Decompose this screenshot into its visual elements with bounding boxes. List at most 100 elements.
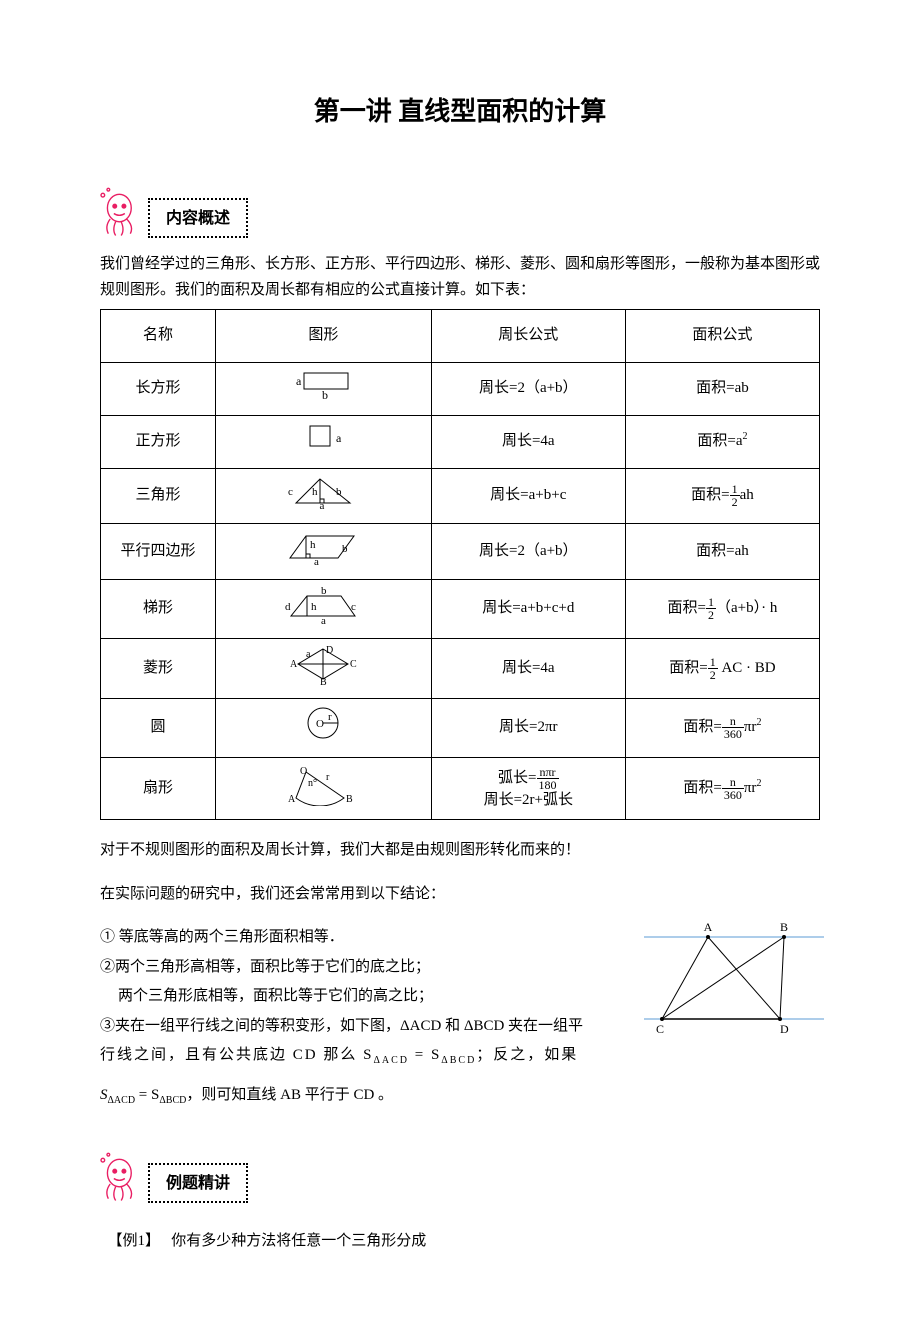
th-figure: 图形: [216, 310, 432, 363]
shape-name: 圆: [101, 699, 216, 758]
th-area: 面积公式: [625, 310, 819, 363]
text: 面积=: [668, 600, 706, 616]
num: n: [722, 776, 744, 789]
svg-text:O: O: [316, 718, 324, 730]
perimeter-formula: 周长=2πr: [431, 699, 625, 758]
shape-name: 长方形: [101, 363, 216, 416]
svg-text:A: A: [704, 920, 713, 934]
th-name: 名称: [101, 310, 216, 363]
rectangle-icon: a b: [278, 367, 368, 401]
parallelogram-icon: h b a: [276, 528, 370, 566]
svg-text:A: A: [288, 794, 296, 805]
conclusion-list: A B C D ① 等底等高的两个三角形面积相等． ②两个三角形高相等，面积比等…: [100, 925, 820, 1109]
text: S: [100, 1087, 108, 1103]
sup: 2: [742, 431, 747, 442]
table-row: 三角形 c h b a 周长=a+b+c 面积=12ah: [101, 469, 820, 524]
th-perimeter: 周长公式: [431, 310, 625, 363]
text: 周长=2r+弧长: [438, 791, 619, 811]
shape-figure: a D A C B: [216, 638, 432, 699]
svg-text:b: b: [336, 486, 342, 498]
area-formula: 面积=12（a+b）· h: [625, 580, 819, 639]
text: ；反之，如果: [476, 1047, 578, 1063]
sub: ΔACD: [373, 1055, 409, 1066]
shape-figure: c h b a: [216, 469, 432, 524]
list-item-3c: SΔACD = SΔBCD，则可知直线 AB 平行于 CD 。: [100, 1083, 820, 1109]
parallel-lines-diagram: A B C D: [644, 919, 824, 1039]
shape-name: 菱形: [101, 638, 216, 699]
example-1: 【例1】 你有多少种方法将任意一个三角形分成: [100, 1229, 820, 1255]
shape-figure: O n° r A B: [216, 757, 432, 820]
text: 面积=: [691, 487, 729, 503]
table-row: 平行四边形 h b a 周长=2（a+b） 面积=ah: [101, 523, 820, 580]
trapezoid-icon: b d h c a: [273, 584, 373, 624]
svg-text:C: C: [350, 659, 357, 670]
svg-text:b: b: [342, 543, 348, 555]
perimeter-formula: 周长=2（a+b）: [431, 363, 625, 416]
area-formula: 面积=ah: [625, 523, 819, 580]
svg-text:D: D: [326, 645, 333, 656]
perimeter-formula: 弧长=nπr180 周长=2r+弧长: [431, 757, 625, 820]
intro-text: 我们曾经学过的三角形、长方形、正方形、平行四边形、梯形、菱形、圆和扇形等图形，一…: [100, 252, 820, 303]
list-item-3b: 行线之间，且有公共底边 CD 那么 SΔACD = SΔBCD；反之，如果: [100, 1043, 820, 1069]
svg-text:B: B: [320, 677, 327, 685]
section-label-examples: 例题精讲: [148, 1163, 248, 1203]
circle-icon: O r: [288, 703, 358, 743]
svg-text:a: a: [296, 374, 302, 388]
text: = S: [409, 1047, 441, 1063]
table-row: 圆 O r 周长=2πr 面积=n360πr2: [101, 699, 820, 758]
sup: 2: [756, 717, 761, 728]
area-formula: 面积=ab: [625, 363, 819, 416]
area-formula: 面积=a2: [625, 416, 819, 469]
table-row: 长方形 a b 周长=2（a+b） 面积=ab: [101, 363, 820, 416]
shape-figure: O r: [216, 699, 432, 758]
text: 面积=: [683, 719, 721, 735]
section-header-overview: 内容概述: [100, 194, 820, 246]
page-title: 第一讲 直线型面积的计算: [100, 90, 820, 134]
svg-text:r: r: [326, 772, 330, 783]
svg-text:b: b: [321, 585, 327, 597]
text: 面积=: [683, 780, 721, 796]
table-row: 扇形 O n° r A B 弧长=nπr180 周长=2r+弧长 面积=n360…: [101, 757, 820, 820]
example-text: 你有多少种方法将任意一个三角形分成: [171, 1233, 426, 1249]
shape-figure: b d h c a: [216, 580, 432, 639]
sub: ΔBCD: [441, 1055, 476, 1066]
svg-text:C: C: [656, 1022, 664, 1036]
shape-name: 梯形: [101, 580, 216, 639]
table-row: 梯形 b d h c a 周长=a+b+c+d 面积=12（a+b）· h: [101, 580, 820, 639]
svg-text:a: a: [320, 500, 325, 509]
svg-text:d: d: [285, 601, 291, 613]
table-row: 正方形 a 周长=4a 面积=a2: [101, 416, 820, 469]
sup: 2: [756, 778, 761, 789]
svg-text:h: h: [310, 539, 316, 551]
area-formula: 面积=12 AC · BD: [625, 638, 819, 699]
shape-name: 三角形: [101, 469, 216, 524]
text: （a+b）· h: [716, 600, 777, 616]
svg-text:B: B: [346, 794, 353, 805]
text: πr: [744, 780, 757, 796]
shape-figure: a: [216, 416, 432, 469]
den: 360: [722, 789, 744, 801]
perimeter-formula: 周长=4a: [431, 638, 625, 699]
text: 行线之间，且有公共底边 CD 那么 S: [100, 1047, 373, 1063]
conclusion-1: 对于不规则图形的面积及周长计算，我们大都是由规则图形转化而来的！: [100, 838, 820, 864]
table-row: 菱形 a D A C B 周长=4a 面积=12 AC · BD: [101, 638, 820, 699]
den: 2: [730, 496, 740, 508]
svg-text:O: O: [300, 766, 307, 777]
triangle-icon: c h b a: [278, 473, 368, 509]
den: 180: [537, 779, 559, 791]
area-formula: 面积=n360πr2: [625, 757, 819, 820]
svg-text:a: a: [314, 556, 319, 566]
text: 面积=: [669, 660, 707, 676]
svg-text:c: c: [351, 601, 356, 613]
num: 1: [708, 656, 718, 669]
sub: ΔBCD: [159, 1095, 186, 1106]
perimeter-formula: 周长=4a: [431, 416, 625, 469]
text: 弧长=: [498, 770, 536, 786]
rhombus-icon: a D A C B: [278, 643, 368, 685]
shape-name: 平行四边形: [101, 523, 216, 580]
svg-text:a: a: [321, 615, 326, 624]
area-formula: 面积=12ah: [625, 469, 819, 524]
svg-text:n°: n°: [308, 778, 317, 789]
sub: ΔACD: [108, 1095, 136, 1106]
svg-text:b: b: [322, 388, 328, 401]
